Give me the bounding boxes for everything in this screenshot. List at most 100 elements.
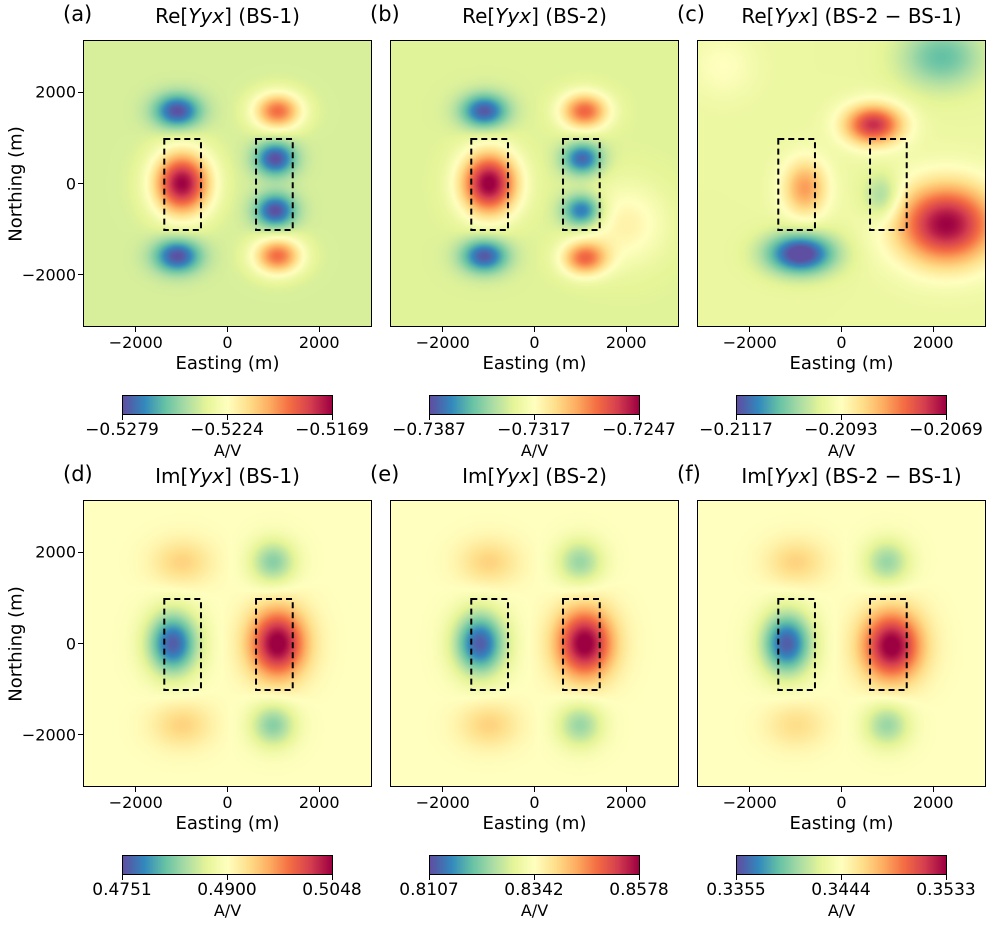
title-variable: Yyx: [774, 464, 811, 488]
x-tick-mark: [749, 327, 751, 332]
x-axis-label: Easting (m): [175, 353, 280, 374]
heatmap-image: [84, 501, 371, 786]
panel-label: (b): [370, 2, 400, 26]
colorbar-tick-mark: [946, 875, 947, 880]
y-tick-label: 2000: [35, 82, 76, 102]
x-tick-mark: [442, 787, 444, 792]
x-tick-label: −2000: [415, 793, 470, 812]
x-tick-mark: [625, 327, 627, 332]
x-tick-mark: [227, 787, 228, 792]
x-tick-mark: [135, 787, 137, 792]
x-tick-mark: [534, 327, 535, 332]
colorbar-tick-mark: [639, 875, 640, 880]
colorbar-gradient: [737, 396, 946, 414]
colorbar-tick-mark: [534, 875, 535, 880]
x-tick-label: 0: [222, 793, 233, 812]
colorbar-tick-label: −0.2117: [699, 420, 773, 440]
title-prefix: Re[: [462, 4, 496, 28]
colorbar-tick-label: 0.5048: [302, 880, 362, 900]
y-tick-mark: [78, 734, 83, 736]
colorbar-tick-label: −0.5224: [190, 420, 264, 440]
y-tick-mark: [78, 91, 83, 93]
colorbar-tick-mark: [841, 875, 842, 880]
x-tick-mark: [534, 787, 535, 792]
x-tick-mark: [932, 787, 934, 792]
chart-title: Im[Yyx] (BS-2 − BS-1): [741, 464, 961, 488]
title-suffix: ] (BS-2): [531, 464, 607, 488]
x-axis-label: Easting (m): [175, 813, 280, 834]
anomaly-box: [255, 137, 294, 232]
colorbar-tick-label: −0.5279: [85, 420, 159, 440]
x-axis-label: Easting (m): [789, 353, 894, 374]
anomaly-box: [777, 597, 816, 692]
panel-label: (c): [677, 2, 705, 26]
colorbar-tick-mark: [534, 415, 535, 420]
title-suffix: ] (BS-1): [224, 464, 300, 488]
colorbar-tick-mark: [429, 415, 430, 420]
y-tick-label: 2000: [35, 542, 76, 562]
colorbar-tick-mark: [332, 875, 333, 880]
x-tick-mark: [841, 327, 842, 332]
colorbar-tick-label: 0.4751: [92, 880, 152, 900]
colorbar-tick-label: 0.3444: [811, 880, 871, 900]
colorbar-tick-label: −0.7317: [497, 420, 571, 440]
y-tick-label: −2000: [21, 725, 76, 745]
y-axis-label: Northing (m): [5, 585, 27, 702]
heatmap-image: [84, 41, 371, 326]
chart-title: Re[Yyx] (BS-2): [462, 4, 607, 28]
x-tick-label: −2000: [722, 333, 777, 352]
x-axis-label: Easting (m): [789, 813, 894, 834]
colorbar-tick-label: −0.2069: [909, 420, 983, 440]
heatmap-plot: [390, 500, 679, 787]
title-variable: Yyx: [774, 4, 811, 28]
title-prefix: Im[: [741, 464, 775, 488]
anomaly-box: [869, 137, 908, 232]
x-tick-mark: [932, 327, 934, 332]
anomaly-box: [562, 597, 601, 692]
x-tick-label: 0: [529, 793, 540, 812]
colorbar-tick-label: 0.8342: [504, 880, 564, 900]
colorbar-label: A/V: [520, 901, 549, 920]
panel-label: (e): [370, 462, 400, 486]
y-tick-label: 0: [65, 634, 76, 653]
x-axis-label: Easting (m): [482, 813, 587, 834]
colorbar-gradient: [123, 856, 332, 874]
anomaly-box: [869, 597, 908, 692]
colorbar-gradient: [430, 856, 639, 874]
x-tick-label: 2000: [298, 793, 340, 812]
x-tick-label: 2000: [605, 333, 647, 352]
chart-title: Im[Yyx] (BS-1): [155, 464, 300, 488]
x-tick-mark: [749, 787, 751, 792]
y-tick-mark: [78, 643, 83, 644]
x-tick-label: 0: [222, 333, 233, 352]
colorbar-tick-mark: [736, 415, 737, 420]
x-tick-label: −2000: [108, 793, 163, 812]
colorbar-label: A/V: [213, 901, 242, 920]
x-tick-label: 2000: [912, 793, 954, 812]
colorbar: [122, 395, 333, 415]
colorbar-tick-mark: [227, 415, 228, 420]
title-prefix: Im[: [462, 464, 496, 488]
x-tick-label: 0: [836, 793, 847, 812]
heatmap-image: [391, 41, 678, 326]
x-tick-label: −2000: [108, 333, 163, 352]
colorbar-tick-mark: [946, 415, 947, 420]
anomaly-box: [470, 597, 509, 692]
colorbar-tick-mark: [429, 875, 430, 880]
colorbar-tick-mark: [841, 415, 842, 420]
x-tick-label: 2000: [912, 333, 954, 352]
colorbar: [429, 855, 640, 875]
colorbar-gradient: [737, 856, 946, 874]
colorbar-tick-label: −0.5169: [295, 420, 369, 440]
anomaly-box: [163, 597, 202, 692]
colorbar-gradient: [123, 396, 332, 414]
x-tick-label: 2000: [605, 793, 647, 812]
colorbar-tick-label: 0.3533: [916, 880, 976, 900]
x-tick-mark: [318, 787, 320, 792]
y-tick-mark: [78, 183, 83, 184]
x-tick-mark: [318, 327, 320, 332]
colorbar-tick-mark: [122, 415, 123, 420]
panel-label: (f): [677, 462, 701, 486]
title-variable: Yyx: [188, 464, 225, 488]
